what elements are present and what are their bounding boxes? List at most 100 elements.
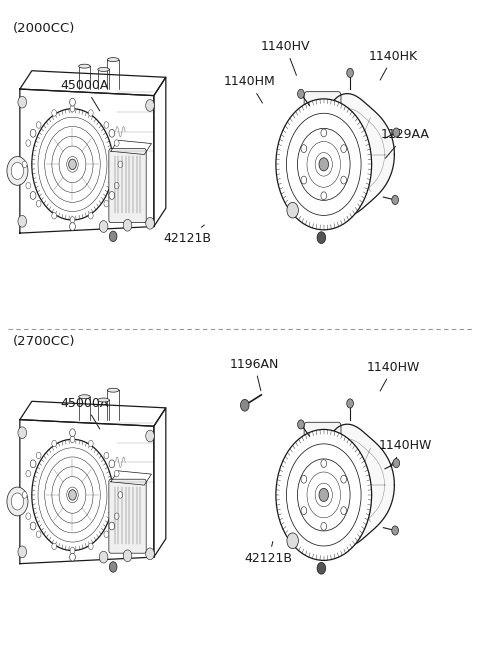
FancyBboxPatch shape [304,422,341,544]
Circle shape [18,546,26,558]
Circle shape [114,470,119,477]
Circle shape [114,140,119,146]
Circle shape [114,513,119,520]
Circle shape [52,543,57,550]
Circle shape [341,476,347,483]
Circle shape [70,547,75,554]
Text: 1196AN: 1196AN [229,358,279,391]
FancyBboxPatch shape [109,149,146,222]
Text: 45000A: 45000A [60,397,108,429]
Circle shape [70,553,75,561]
Circle shape [36,452,41,459]
Circle shape [70,222,75,230]
Circle shape [70,106,75,112]
Circle shape [104,122,109,129]
Circle shape [317,232,325,243]
Circle shape [276,430,372,560]
Circle shape [393,459,400,468]
Circle shape [301,145,307,153]
Circle shape [26,182,31,189]
Circle shape [276,99,372,230]
Circle shape [240,400,249,411]
Circle shape [18,215,26,227]
Circle shape [123,219,132,231]
Circle shape [321,522,326,530]
Circle shape [18,427,26,439]
Circle shape [392,526,398,535]
Circle shape [22,491,27,498]
Circle shape [146,217,155,229]
Text: 1140HM: 1140HM [224,75,276,103]
Text: 45000A: 45000A [60,79,108,111]
Ellipse shape [98,398,109,402]
Circle shape [109,129,115,137]
Polygon shape [324,94,395,215]
Circle shape [32,440,113,550]
Circle shape [88,543,93,550]
Circle shape [118,491,123,498]
Circle shape [287,533,299,548]
Circle shape [70,436,75,443]
Text: 42121B: 42121B [245,541,293,565]
Text: 42121B: 42121B [163,225,211,245]
Circle shape [30,522,36,530]
FancyBboxPatch shape [304,92,341,214]
Circle shape [26,470,31,477]
Circle shape [341,145,347,153]
Circle shape [104,452,109,459]
Circle shape [32,109,113,220]
Circle shape [99,220,108,232]
Circle shape [109,192,115,199]
Circle shape [70,216,75,223]
Circle shape [341,506,347,514]
Ellipse shape [79,395,90,399]
Circle shape [26,513,31,520]
Ellipse shape [108,58,119,62]
Circle shape [36,531,41,537]
Circle shape [109,460,115,468]
Circle shape [118,161,123,168]
Circle shape [69,159,76,170]
Text: 1140HW: 1140HW [366,361,420,391]
Text: 1129AA: 1129AA [381,129,430,158]
Circle shape [146,430,155,442]
Text: 1140HW: 1140HW [378,440,432,466]
Circle shape [7,487,28,516]
Circle shape [319,488,328,501]
Circle shape [30,460,36,468]
Polygon shape [324,424,395,546]
Text: 1140HK: 1140HK [369,50,418,80]
Circle shape [146,548,155,560]
Circle shape [88,213,93,219]
Text: 1140HV: 1140HV [261,40,310,75]
Circle shape [301,476,307,483]
Circle shape [301,176,307,184]
FancyBboxPatch shape [109,480,146,553]
Circle shape [52,213,57,219]
Circle shape [321,192,326,199]
Circle shape [301,506,307,514]
Circle shape [109,231,117,241]
Circle shape [321,460,326,468]
Circle shape [298,89,304,98]
Circle shape [109,562,117,572]
Circle shape [104,531,109,537]
Circle shape [109,522,115,530]
Ellipse shape [108,388,119,392]
Circle shape [7,157,28,185]
Circle shape [123,550,132,562]
Circle shape [70,429,75,437]
Circle shape [11,163,24,179]
Circle shape [287,202,299,218]
Circle shape [347,399,353,408]
Circle shape [321,129,326,137]
Circle shape [347,68,353,77]
Text: (2700CC): (2700CC) [12,335,75,348]
Circle shape [146,100,155,112]
Circle shape [99,551,108,563]
Circle shape [319,158,328,171]
Circle shape [317,562,325,574]
Circle shape [22,161,27,168]
Circle shape [104,201,109,207]
Circle shape [52,110,57,116]
